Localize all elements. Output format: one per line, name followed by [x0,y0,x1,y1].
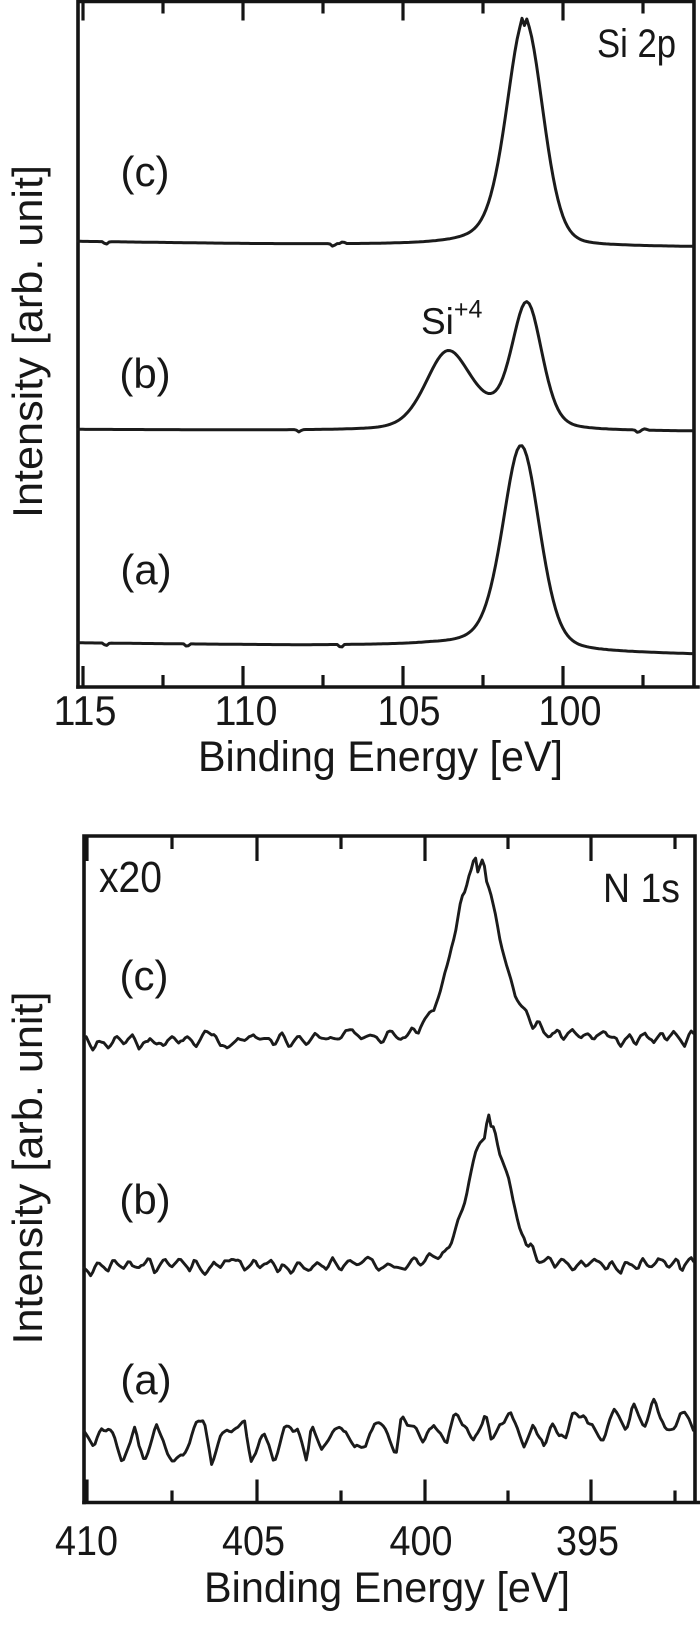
svg-text:(c): (c) [120,952,169,999]
svg-text:Intensity [arb. unit]: Intensity [arb. unit] [4,165,51,518]
svg-text:(c): (c) [121,148,170,195]
svg-text:(a): (a) [120,546,171,593]
svg-text:(b): (b) [119,350,170,397]
svg-text:(a): (a) [120,1356,171,1403]
svg-text:395: 395 [556,1517,619,1564]
svg-text:x20: x20 [99,853,162,902]
svg-text:N 1s: N 1s [603,865,680,911]
svg-text:Binding Energy [eV]: Binding Energy [eV] [204,1564,570,1612]
svg-text:(b): (b) [119,1176,170,1223]
svg-text:Binding Energy [eV]: Binding Energy [eV] [198,733,563,781]
svg-text:410: 410 [55,1517,118,1564]
svg-text:405: 405 [222,1517,285,1564]
svg-text:105: 105 [378,687,441,734]
svg-text:Si 2p: Si 2p [597,22,676,66]
svg-text:400: 400 [390,1517,453,1564]
svg-text:Intensity [arb. unit]: Intensity [arb. unit] [4,992,51,1345]
svg-text:100: 100 [539,687,602,734]
svg-text:115: 115 [54,687,117,734]
svg-text:110: 110 [215,687,278,734]
